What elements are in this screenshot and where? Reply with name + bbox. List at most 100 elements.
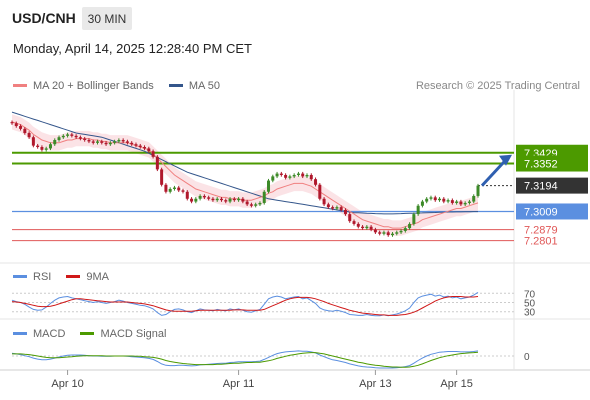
candle-body [288,176,292,178]
chart-datetime: Monday, April 14, 2025 12:28:40 PM CET [13,41,252,56]
candle-body [61,135,65,138]
candle-body [108,142,112,145]
candle-body [314,179,318,185]
candle-body [296,173,300,175]
candle-body [455,201,459,203]
candle-body [365,226,369,229]
candle-body [361,226,365,229]
level-label-7.3194: 7.3194 [524,181,558,193]
candle-body [241,198,245,202]
rsi-legend-label: RSI [33,271,52,283]
level-label-7.2879: 7.2879 [524,225,558,237]
ma50-swatch [168,83,183,87]
candle-body [190,198,194,202]
timeframe-button[interactable]: 30 MIN [82,7,132,30]
candle-body [57,137,61,141]
candle-body [117,140,121,142]
candle-body [433,197,437,201]
candle-body [420,201,424,206]
macd-legend-label: MACD [33,328,66,340]
candle-body [70,134,74,136]
candle-body [143,147,147,149]
candle-body [185,191,189,199]
candle-body [262,191,266,203]
candle-body [40,147,44,150]
candle-body [425,198,429,202]
candle-body [215,198,219,201]
rsi-swatch [13,274,27,278]
rsi-ma-legend-label: 9MA [86,271,110,283]
candle-body [386,232,390,236]
candle-body [343,209,347,215]
candle-body [232,198,236,201]
rsi-level-label: 70 [524,289,536,300]
candle-body [130,142,134,145]
candle-body [48,144,52,149]
candle-body [224,200,228,202]
x-tick-label: Apr 13 [359,378,391,390]
candle-body [378,232,382,234]
candle-body [318,184,322,199]
candle-body [249,204,253,206]
candle-body [23,128,27,134]
macd-signal-swatch [80,331,95,335]
research-credit: Research © 2025 Trading Central [415,80,580,92]
x-tick-label: Apr 10 [51,378,83,390]
candle-body [258,202,262,205]
candle-body [228,198,232,202]
candle-body [87,140,91,142]
candle-body [194,198,198,202]
candle-body [198,195,202,199]
candle-body [164,184,168,192]
top-bar: USD/CNH 30 MIN [0,0,590,36]
candle-body [138,145,142,148]
candle-body [147,148,151,152]
candle-body [390,233,394,236]
ma20-line [11,121,479,229]
candle-body [83,138,87,141]
rsi-legend: RSI 9MA [13,271,109,283]
level-label-7.3352: 7.3352 [524,159,558,171]
candle-body [237,198,241,201]
x-tick-label: Apr 11 [223,378,255,390]
candle-body [446,200,450,202]
candle-body [301,173,305,177]
rsi-level-label: 50 [524,299,536,310]
symbol-title: USD/CNH [12,10,76,26]
candle-body [207,197,211,199]
macd-swatch [13,331,27,335]
candle-body [442,198,446,202]
x-tick-label: Apr 15 [440,378,472,390]
ma50-line [11,111,478,215]
candle-body [275,173,279,177]
candle-body [31,137,35,146]
candle-body [245,201,249,205]
candle-body [134,144,138,146]
candle-body [78,137,82,139]
forecast-arrow-head [499,154,512,166]
candle-body [399,230,403,233]
candle-body [91,141,95,143]
candle-body [177,187,181,191]
candle-body [472,195,476,202]
candle-body [463,202,467,205]
candle-body [202,195,206,198]
candle-body [168,188,172,192]
candle-body [10,122,14,124]
macd-signal-line [12,351,479,368]
candle-body [271,176,275,181]
candle-body [74,135,78,138]
rsi-level-label: 30 [524,308,536,319]
candle-body [331,207,335,209]
candle-body [395,232,399,234]
candle-body [121,140,125,142]
candle-body [36,145,40,148]
candle-body [254,204,258,206]
candle-body [467,201,471,203]
level-tag-7.3009 [516,203,588,220]
candle-body [476,185,480,196]
candle-body [326,204,330,208]
candle-body [125,141,129,143]
candle-body [412,214,416,224]
